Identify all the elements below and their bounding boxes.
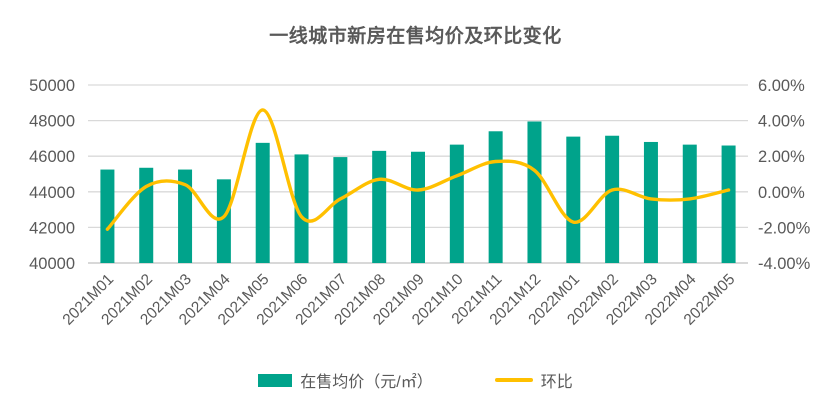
right-axis-tick-label: -4.00% <box>758 255 811 273</box>
price-bar[interactable] <box>255 142 270 263</box>
price-bar[interactable] <box>139 167 154 263</box>
right-axis-tick-label: 6.00% <box>758 77 805 95</box>
mom-change-line[interactable] <box>105 108 731 231</box>
legend-item-mom[interactable]: 环比 <box>494 368 573 392</box>
price-bar[interactable] <box>643 141 658 263</box>
right-axis-tick-label: 2.00% <box>758 148 805 166</box>
price-bar[interactable] <box>294 154 309 263</box>
price-bar[interactable] <box>488 131 503 263</box>
left-axis-tick-label: 42000 <box>29 219 75 237</box>
legend-item-price[interactable]: 在售均价（元/㎡） <box>258 368 433 392</box>
left-axis-tick-label: 40000 <box>29 255 75 273</box>
left-axis-tick-label: 46000 <box>29 148 75 166</box>
price-bar[interactable] <box>411 151 425 263</box>
price-bar[interactable] <box>449 144 464 263</box>
right-axis-tick-label: -2.00% <box>758 219 811 237</box>
price-bar[interactable] <box>333 157 348 263</box>
price-bar[interactable] <box>566 136 581 263</box>
price-bar[interactable] <box>100 169 115 263</box>
left-axis-tick-label: 48000 <box>29 113 75 131</box>
line-series-swatch-icon <box>494 378 533 382</box>
price-bar[interactable] <box>721 145 736 263</box>
left-axis-tick-label: 50000 <box>29 77 75 95</box>
legend-label-mom: 环比 <box>540 374 573 391</box>
bar-series-swatch-icon <box>258 373 293 387</box>
price-bar[interactable] <box>605 135 620 263</box>
price-bar[interactable] <box>527 121 542 264</box>
right-axis-tick-label: 4.00% <box>758 113 805 131</box>
price-bar[interactable] <box>216 179 231 263</box>
right-axis-tick-label: 0.00% <box>758 184 805 202</box>
legend-label-price: 在售均价（元/㎡） <box>300 374 433 391</box>
chart-legend: 在售均价（元/㎡） 环比 <box>0 368 831 392</box>
left-axis-tick-label: 44000 <box>29 184 75 202</box>
price-bar[interactable] <box>372 150 387 263</box>
chart-title: 一线城市新房在售均价及环比变化 <box>269 26 562 47</box>
price-bar[interactable] <box>682 144 697 263</box>
price-bar[interactable] <box>178 169 193 263</box>
